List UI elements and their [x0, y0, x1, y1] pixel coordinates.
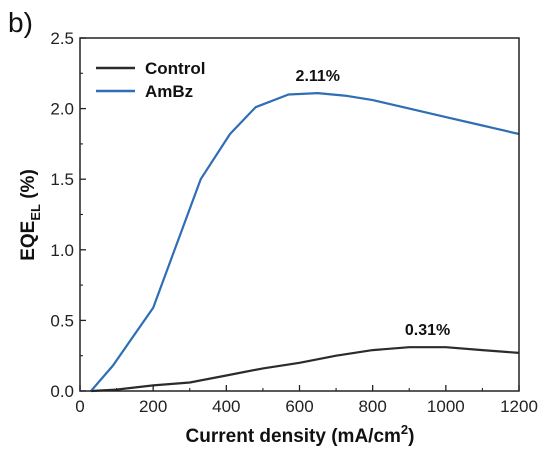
y-axis-title-subscript: EL — [28, 204, 43, 221]
y-axis-title-main: EQE — [18, 221, 39, 261]
x-tick-label: 0 — [75, 397, 84, 416]
x-axis-title-text: Current density (mA/cm — [186, 426, 401, 447]
series-layer — [90, 91, 520, 393]
peak-annotation: 0.31% — [405, 322, 450, 339]
x-axis-title-superscript: 2 — [401, 422, 408, 437]
legend-label-control: Control — [145, 59, 205, 78]
x-tick-label: 1000 — [427, 397, 465, 416]
tick-layer: 0 200 400 600 800 1000 1200 0.0 0.5 1.0 1.5 2.0 2.5 — [50, 29, 538, 416]
x-tick-label: 600 — [285, 397, 313, 416]
y-axis-title-unit: (%) — [18, 169, 39, 204]
x-axis-title-end: ) — [408, 426, 414, 447]
y-tick-label: 0.0 — [50, 382, 74, 401]
x-tick-label: 1200 — [500, 397, 538, 416]
y-axis-title: EQEEL (%) — [18, 169, 43, 261]
x-axis-title: Current density (mA/cm2) — [186, 422, 415, 447]
y-tick-label: 1.0 — [50, 241, 74, 260]
annotation-layer: 2.11% 0.31% — [296, 68, 451, 339]
y-tick-label: 1.5 — [50, 170, 74, 189]
panel-label: b) — [8, 7, 33, 38]
x-tick-label: 200 — [139, 397, 167, 416]
y-tick-label: 2.0 — [50, 100, 74, 119]
series-line-ambz — [90, 91, 520, 392]
series-line-control — [90, 346, 520, 393]
legend: Control AmBz — [96, 59, 205, 101]
x-tick-label: 400 — [212, 397, 240, 416]
peak-annotation: 2.11% — [296, 68, 340, 85]
legend-label-ambz: AmBz — [145, 82, 193, 101]
x-tick-label: 800 — [358, 397, 386, 416]
y-tick-label: 0.5 — [50, 311, 74, 330]
y-tick-label: 2.5 — [50, 29, 74, 48]
